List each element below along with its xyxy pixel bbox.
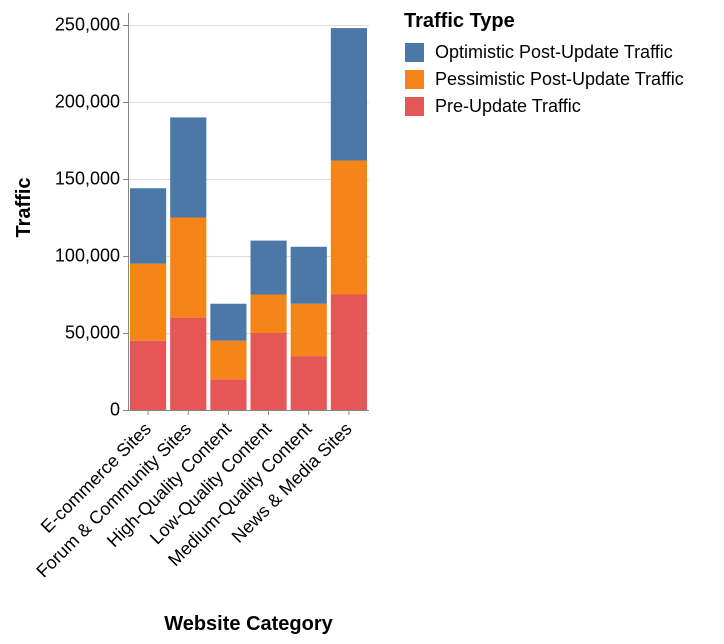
legend-swatch <box>405 43 424 62</box>
bar-segment <box>250 240 287 295</box>
bar-segment <box>170 217 207 318</box>
bar-segment <box>130 263 167 341</box>
y-tick-label: 100,000 <box>55 245 120 265</box>
bar-segment <box>210 303 247 341</box>
bar-segment <box>210 340 247 380</box>
bars-layer <box>130 28 367 410</box>
bar-segment <box>250 294 287 333</box>
y-tick-label: 150,000 <box>55 168 120 188</box>
y-axis-title: Traffic <box>13 177 35 237</box>
bar-segment <box>130 188 167 264</box>
legend-swatch <box>405 70 424 89</box>
bar-segment <box>330 294 367 410</box>
bar-segment <box>290 303 327 357</box>
bar-segment <box>290 246 327 304</box>
bar-segment <box>210 379 247 410</box>
legend: Traffic Type Optimistic Post-Update Traff… <box>404 10 684 116</box>
y-tick-label: 0 <box>110 399 120 419</box>
legend-title: Traffic Type <box>404 10 515 32</box>
legend-label: Pessimistic Post-Update Traffic <box>435 69 684 89</box>
legend-label: Pre-Update Traffic <box>435 96 581 116</box>
y-tick-label: 200,000 <box>55 91 120 111</box>
bar-segment <box>330 28 367 161</box>
bar-segment <box>330 160 367 295</box>
y-tick-label: 250,000 <box>55 14 120 34</box>
bar-segment <box>290 356 327 410</box>
x-axis-title: Website Category <box>164 613 333 635</box>
legend-swatch <box>405 97 424 116</box>
bar-segment <box>250 333 287 410</box>
bar-segment <box>130 340 167 410</box>
bar-segment <box>170 317 207 410</box>
legend-label: Optimistic Post-Update Traffic <box>435 42 673 62</box>
bar-segment <box>170 117 207 218</box>
y-tick-label: 50,000 <box>65 322 120 342</box>
